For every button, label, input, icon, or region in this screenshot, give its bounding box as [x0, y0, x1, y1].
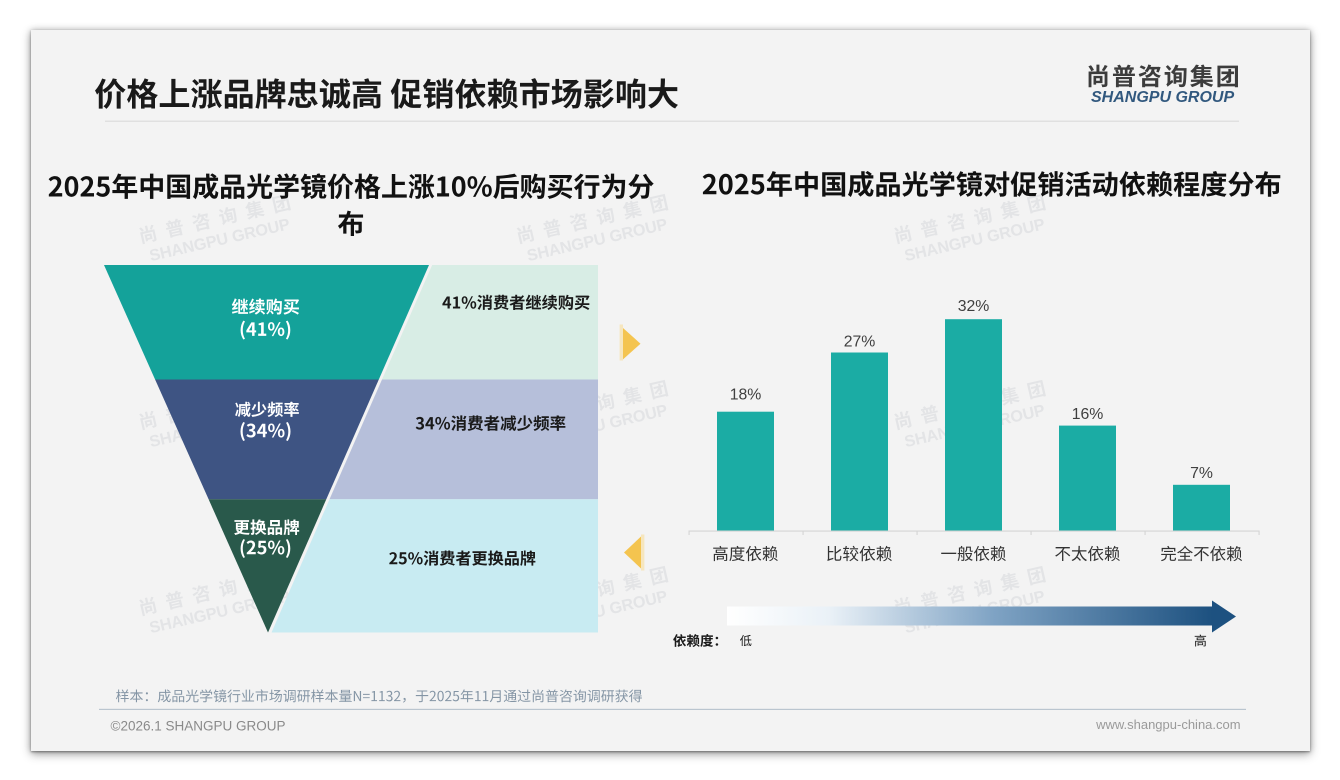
svg-text:7%: 7%: [1190, 465, 1213, 482]
svg-text:16%: 16%: [1072, 406, 1104, 423]
svg-text:27%: 27%: [844, 333, 876, 350]
svg-text:32%: 32%: [958, 298, 990, 315]
svg-text:www.shangpu-china.com: www.shangpu-china.com: [1095, 717, 1241, 732]
svg-text:SHANGPU GROUP: SHANGPU GROUP: [1091, 89, 1234, 106]
svg-text:18%: 18%: [730, 387, 762, 404]
svg-text:©2026.1 SHANGPU GROUP: ©2026.1 SHANGPU GROUP: [111, 719, 286, 734]
